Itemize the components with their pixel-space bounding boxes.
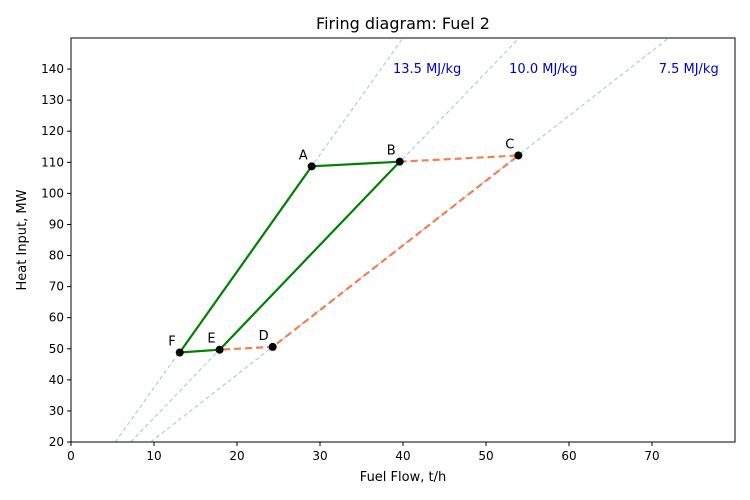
reference-line-label: 10.0 MJ/kg	[509, 62, 577, 77]
x-tick-label: 30	[312, 449, 327, 463]
y-tick-label: 20	[49, 435, 64, 449]
x-tick-label: 0	[67, 449, 75, 463]
y-tick-label: 120	[41, 124, 64, 138]
reference-line-label: 13.5 MJ/kg	[393, 62, 461, 77]
x-axis-ticks: 0 10 20 30 40 50 60 70	[67, 442, 660, 463]
x-axis-label: Fuel Flow, t/h	[360, 470, 446, 485]
point-label: B	[387, 144, 396, 159]
x-tick-label: 60	[561, 449, 576, 463]
data-point	[307, 162, 316, 171]
solid-series-line	[178, 160, 401, 354]
y-tick-label: 130	[41, 93, 64, 107]
chart-title: Firing diagram: Fuel 2	[316, 14, 490, 33]
dashed-series-line	[219, 154, 520, 351]
x-tick-label: 70	[644, 449, 659, 463]
data-point	[268, 342, 277, 351]
x-tick-label: 40	[395, 449, 410, 463]
point-label: E	[207, 332, 215, 347]
data-point	[215, 345, 224, 354]
y-tick-label: 90	[49, 217, 64, 231]
x-tick-label: 50	[478, 449, 493, 463]
y-tick-label: 60	[49, 311, 64, 325]
series-lines	[178, 154, 520, 354]
y-tick-label: 30	[49, 404, 64, 418]
data-point	[514, 151, 523, 160]
x-tick-label: 20	[229, 449, 244, 463]
y-tick-label: 110	[41, 155, 64, 169]
reference-lines	[114, 38, 670, 442]
reference-line-labels: 13.5 MJ/kg 10.0 MJ/kg 7.5 MJ/kg	[393, 62, 719, 77]
y-axis-label: Heat Input, MW	[15, 189, 30, 290]
reference-line-label: 7.5 MJ/kg	[659, 62, 719, 77]
data-point	[175, 348, 184, 357]
y-tick-label: 50	[49, 342, 64, 356]
y-tick-label: 70	[49, 280, 64, 294]
data-points: A B C D E F	[168, 137, 523, 357]
point-label: D	[259, 329, 269, 344]
y-axis-ticks: 20 30 40 50 60 70 80 90 100 110 120 130 140	[41, 62, 71, 449]
reference-line	[150, 38, 670, 442]
point-label: F	[168, 334, 175, 349]
point-label: A	[299, 148, 308, 163]
y-tick-label: 40	[49, 373, 64, 387]
data-point	[395, 157, 404, 166]
plot-frame	[70, 37, 736, 443]
y-tick-label: 140	[41, 62, 64, 76]
x-tick-label: 10	[146, 449, 161, 463]
y-tick-label: 80	[49, 249, 64, 263]
y-tick-label: 100	[41, 186, 64, 200]
point-label: C	[505, 137, 514, 152]
